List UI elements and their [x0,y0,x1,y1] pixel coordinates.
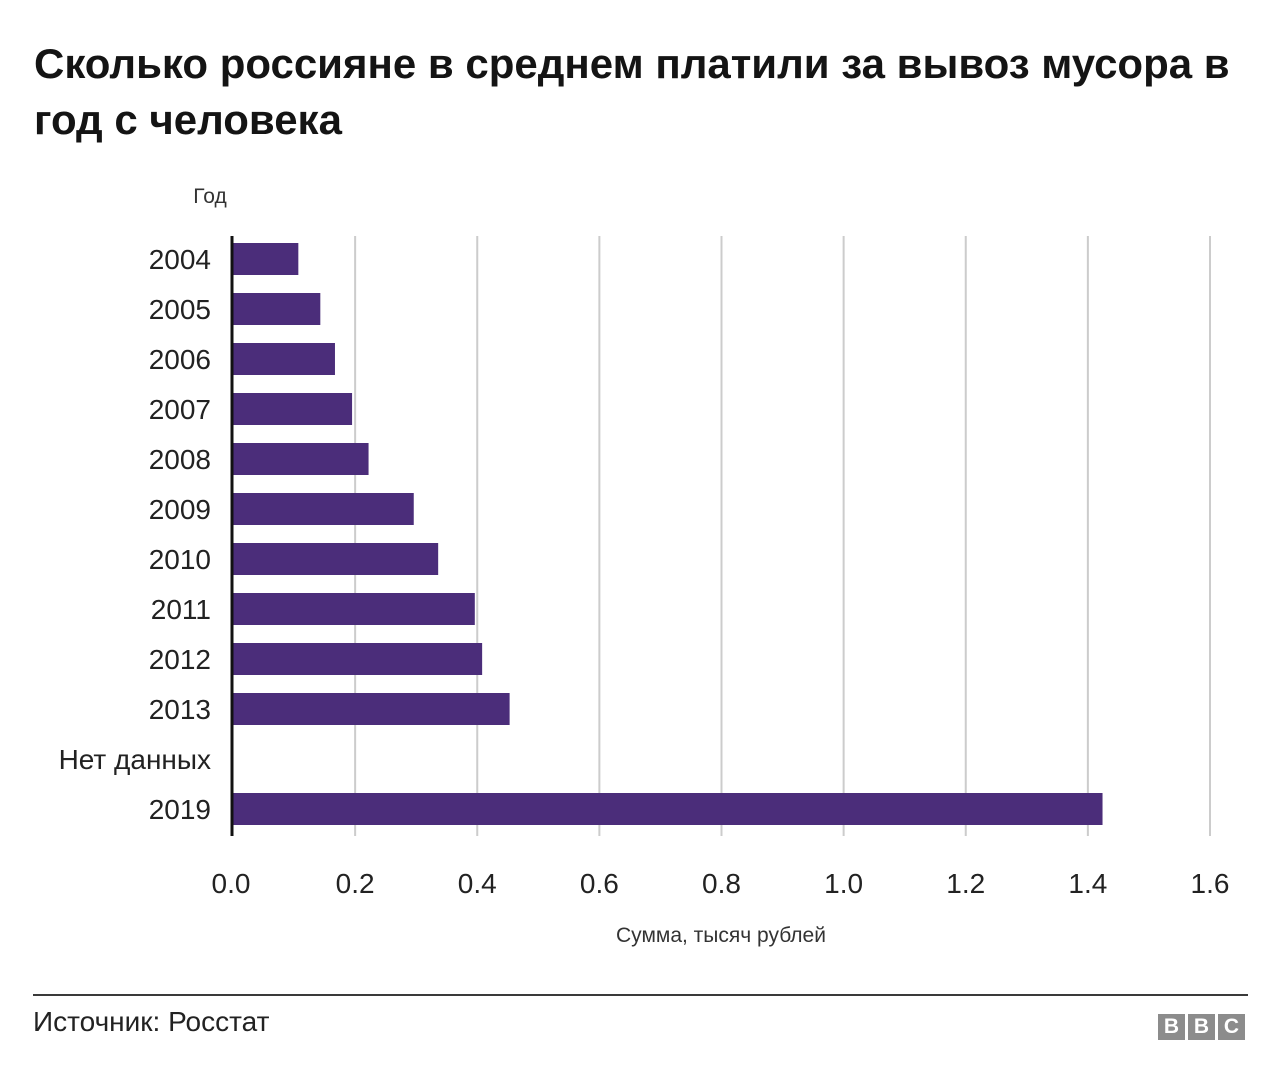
y-axis-label: Год [193,185,226,208]
footer-divider [33,994,1248,996]
bar [233,243,299,275]
bar [233,793,1103,825]
bar [233,543,439,575]
x-tick-label: 0.4 [458,868,497,899]
category-label: 2009 [149,494,211,525]
x-tick-labels: 0.0 0.2 0.4 0.6 0.8 1.0 1.2 1.4 1.6 [212,868,1230,899]
x-tick-label: 1.2 [946,868,985,899]
category-label: Нет данных [59,744,211,775]
gridlines [354,236,1211,836]
x-tick-label: 1.0 [824,868,863,899]
x-tick-label: 1.6 [1191,868,1230,899]
chart-title: Сколько россияне в среднем платили за вы… [34,40,1230,143]
x-axis-label: Сумма, тысяч рублей [616,924,826,947]
bar [233,693,510,725]
category-label: 2006 [149,344,211,375]
category-label: 2004 [149,244,211,275]
bar [233,443,369,475]
category-label: 2007 [149,394,211,425]
category-labels: 2004 2005 2006 2007 2008 2009 2010 2011 2012 2013… [59,244,211,825]
bars [233,243,1103,825]
category-label: 2008 [149,444,211,475]
bar [233,343,335,375]
bar [233,643,483,675]
bbc-logo-letter: B [1188,1014,1215,1040]
source-note: Источник: Росстат [33,1006,270,1037]
x-tick-label: 0.8 [702,868,741,899]
bar [233,393,353,425]
x-tick-label: 1.4 [1068,868,1107,899]
category-label: 2019 [149,794,211,825]
bbc-logo-letter: B [1158,1014,1185,1040]
bar-chart: 2004 2005 2006 2007 2008 2009 2010 2011 2012 2013… [59,185,1230,947]
bbc-logo: B B C [1158,1014,1245,1040]
bar [233,593,475,625]
category-label: 2005 [149,294,211,325]
x-tick-label: 0.2 [336,868,375,899]
category-label: 2012 [149,644,211,675]
category-label: 2010 [149,544,211,575]
category-label: 2011 [151,594,211,625]
x-tick-label: 0.6 [580,868,619,899]
bbc-logo-letter: C [1218,1014,1245,1040]
x-tick-label: 0.0 [212,868,251,899]
category-label: 2013 [149,694,211,725]
bar [233,493,414,525]
bar [233,293,321,325]
